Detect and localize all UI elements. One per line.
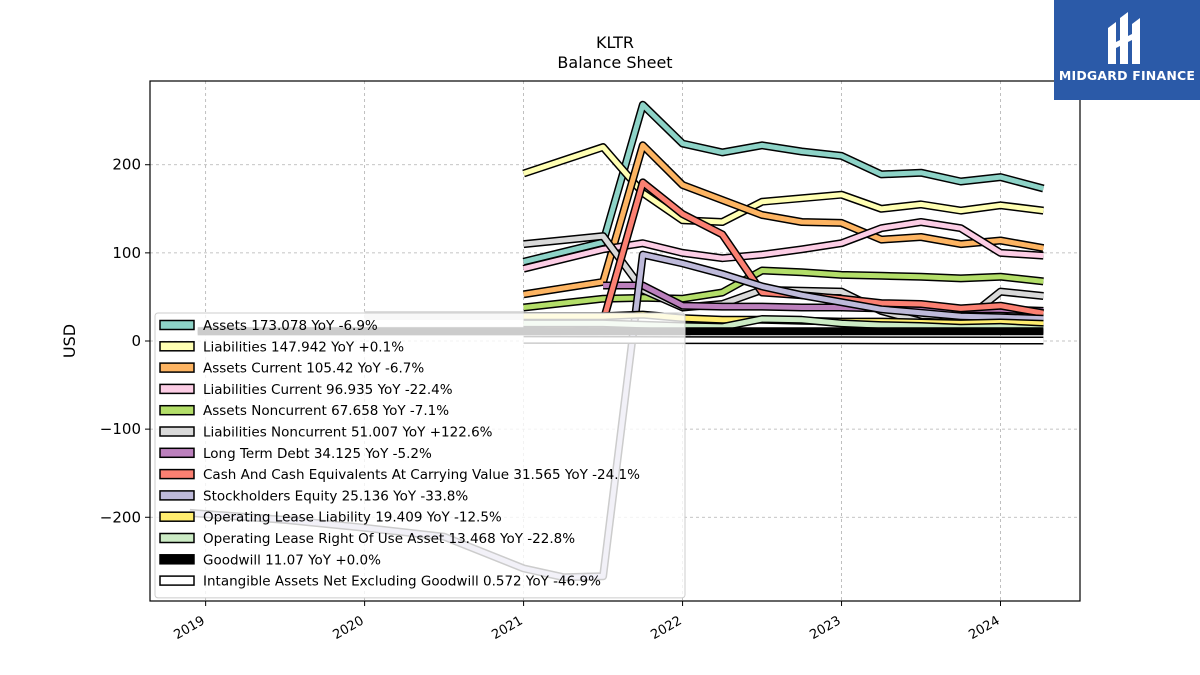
legend-swatch [159,532,195,544]
legend-swatch [159,554,195,565]
legend-entry: Liabilities Noncurrent 51.007 YoY +122.6… [203,425,493,441]
legend-entry: Assets 173.078 YoY -6.9% [203,318,378,334]
logo-text: MIDGARD FINANCE [1058,68,1196,83]
legend-entry: Operating Lease Right Of Use Asset 13.46… [203,531,575,547]
legend-entry: Intangible Assets Net Excluding Goodwill… [203,574,601,590]
x-axis-ticks: 2019 2020 2021 2022 2023 2024 [171,601,1003,643]
legend-swatch [159,383,195,395]
y-axis-label: USD [60,324,79,358]
legend-swatch [159,511,195,522]
legend-entry: Goodwill 11.07 YoY +0.0% [203,552,381,568]
x-tick-label: 2020 [330,613,366,643]
legend-swatch [159,575,195,586]
y-axis-ticks: −200 −100 0 100 200 [100,156,150,526]
legend-entry: Operating Lease Liability 19.409 YoY -12… [203,510,502,526]
legend-entry: Liabilities Current 96.935 YoY -22.4% [203,382,453,398]
series-line [523,219,1044,272]
chart-subtitle: Balance Sheet [557,53,672,72]
legend-entry: Assets Noncurrent 67.658 YoY -7.1% [203,403,449,419]
midgard-finance-logo: MIDGARD FINANCE [1054,0,1200,100]
series-line [523,142,1044,297]
legend-swatch [159,319,195,331]
legend-box [154,312,686,599]
legend-entry: Assets Current 105.42 YoY -6.7% [203,361,424,377]
legend-swatch [159,426,195,437]
y-tick-label: 100 [112,244,141,262]
y-tick-label: −100 [100,420,141,438]
legend: Assets 173.078 YoY -6.9% Liabilities 147.… [154,312,686,599]
legend-swatch [159,362,195,373]
series-line [523,102,1045,265]
legend-entry: Cash And Cash Equivalents At Carrying Va… [203,467,640,483]
x-tick-label: 2022 [648,613,684,643]
x-tick-label: 2023 [807,613,843,643]
series-lines [189,100,1045,582]
chart-title: KLTR [596,33,634,52]
x-tick-label: 2021 [489,613,525,643]
y-tick-label: 0 [131,332,141,350]
legend-swatch [159,447,195,459]
x-tick-label: 2019 [171,613,207,643]
legend-swatch [159,490,195,501]
legend-swatch [159,404,195,416]
series-line [523,268,1044,310]
legend-entry: Long Term Debt 34.125 YoY -5.2% [203,446,432,462]
legend-entry: Stockholders Equity 25.136 YoY -33.8% [203,488,468,504]
legend-swatch [159,468,195,480]
legend-swatch [159,341,195,352]
y-tick-label: 200 [112,156,141,174]
legend-entry: Liabilities 147.942 YoY +0.1% [203,339,404,355]
y-tick-label: −200 [100,508,141,526]
x-tick-label: 2024 [966,613,1002,643]
logo-mark-icon [1108,12,1140,64]
